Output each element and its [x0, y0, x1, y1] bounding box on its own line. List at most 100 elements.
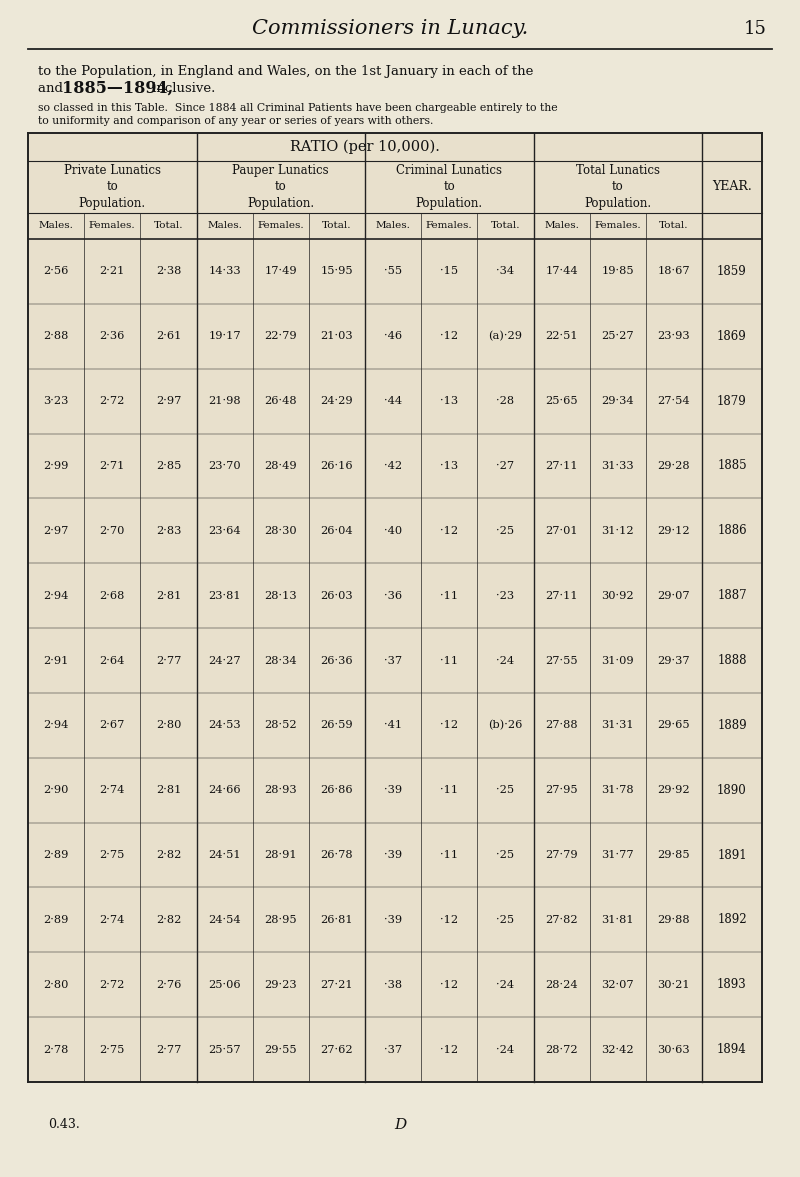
Text: 19·17: 19·17	[208, 331, 241, 341]
Text: ·12: ·12	[440, 720, 458, 731]
Text: 1887: 1887	[717, 590, 747, 603]
Text: 31·09: 31·09	[602, 656, 634, 665]
Text: 1888: 1888	[718, 654, 746, 667]
Text: inclusive.: inclusive.	[148, 81, 215, 94]
Text: 2·82: 2·82	[156, 915, 181, 925]
Text: 22·51: 22·51	[546, 331, 578, 341]
Text: (b)·26: (b)·26	[488, 720, 522, 731]
Text: 1890: 1890	[717, 784, 747, 797]
Text: ·11: ·11	[440, 785, 458, 796]
Text: ·25: ·25	[496, 850, 514, 860]
Text: ·11: ·11	[440, 591, 458, 600]
Text: ·34: ·34	[496, 266, 514, 277]
Text: 29·55: 29·55	[265, 1044, 297, 1055]
Text: 26·81: 26·81	[321, 915, 354, 925]
Text: 17·49: 17·49	[265, 266, 297, 277]
Text: ·24: ·24	[496, 979, 514, 990]
Text: 27·11: 27·11	[546, 591, 578, 600]
Text: 2·83: 2·83	[156, 526, 181, 536]
Text: ·36: ·36	[384, 591, 402, 600]
Text: 28·95: 28·95	[265, 915, 297, 925]
Text: 23·93: 23·93	[658, 331, 690, 341]
Text: 30·21: 30·21	[658, 979, 690, 990]
Text: ·37: ·37	[384, 1044, 402, 1055]
Text: 29·37: 29·37	[658, 656, 690, 665]
Text: Females.: Females.	[594, 221, 641, 231]
Text: 25·65: 25·65	[546, 397, 578, 406]
Text: Total.: Total.	[490, 221, 520, 231]
Text: 2·21: 2·21	[99, 266, 125, 277]
Text: 2·71: 2·71	[99, 461, 125, 471]
Text: 1894: 1894	[717, 1043, 747, 1056]
Text: 26·04: 26·04	[321, 526, 354, 536]
Text: 29·23: 29·23	[265, 979, 297, 990]
Text: 2·81: 2·81	[156, 785, 181, 796]
Text: 32·07: 32·07	[602, 979, 634, 990]
Text: 2·88: 2·88	[43, 331, 69, 341]
Text: 24·54: 24·54	[208, 915, 241, 925]
Text: 28·24: 28·24	[546, 979, 578, 990]
Text: 1869: 1869	[717, 330, 747, 343]
Text: 1859: 1859	[717, 265, 747, 278]
Text: 24·27: 24·27	[208, 656, 241, 665]
Text: 19·85: 19·85	[602, 266, 634, 277]
Text: 27·11: 27·11	[546, 461, 578, 471]
Text: ·38: ·38	[384, 979, 402, 990]
Text: 28·49: 28·49	[265, 461, 297, 471]
Text: 1893: 1893	[717, 978, 747, 991]
Text: ·27: ·27	[496, 461, 514, 471]
Text: 14·33: 14·33	[208, 266, 241, 277]
Text: 2·75: 2·75	[99, 1044, 125, 1055]
Text: 25·27: 25·27	[602, 331, 634, 341]
Text: 2·70: 2·70	[99, 526, 125, 536]
Text: 29·88: 29·88	[658, 915, 690, 925]
Text: 1885—1894,: 1885—1894,	[62, 80, 173, 97]
Text: ·39: ·39	[384, 850, 402, 860]
Text: 27·21: 27·21	[321, 979, 354, 990]
Text: ·15: ·15	[440, 266, 458, 277]
Text: ·12: ·12	[440, 979, 458, 990]
Text: 26·78: 26·78	[321, 850, 354, 860]
Text: 2·74: 2·74	[99, 785, 125, 796]
Text: 24·66: 24·66	[208, 785, 241, 796]
Text: Males.: Males.	[38, 221, 74, 231]
Text: ·46: ·46	[384, 331, 402, 341]
Text: 2·78: 2·78	[43, 1044, 69, 1055]
Text: 31·33: 31·33	[602, 461, 634, 471]
Text: 28·52: 28·52	[265, 720, 297, 731]
Text: 27·55: 27·55	[546, 656, 578, 665]
Text: Total Lunatics
to
Population.: Total Lunatics to Population.	[576, 164, 660, 210]
Text: (a)·29: (a)·29	[489, 331, 522, 341]
Text: 26·03: 26·03	[321, 591, 354, 600]
Text: ·24: ·24	[496, 1044, 514, 1055]
Text: ·23: ·23	[496, 591, 514, 600]
Text: 18·67: 18·67	[658, 266, 690, 277]
Text: 2·94: 2·94	[43, 591, 69, 600]
Text: 26·59: 26·59	[321, 720, 354, 731]
Text: 27·62: 27·62	[321, 1044, 354, 1055]
Text: ·44: ·44	[384, 397, 402, 406]
Text: ·11: ·11	[440, 656, 458, 665]
Text: 31·81: 31·81	[602, 915, 634, 925]
Text: ·28: ·28	[496, 397, 514, 406]
Text: 1885: 1885	[717, 459, 747, 472]
Text: YEAR.: YEAR.	[712, 180, 752, 193]
Text: Total.: Total.	[154, 221, 183, 231]
Text: ·12: ·12	[440, 331, 458, 341]
Text: 29·92: 29·92	[658, 785, 690, 796]
Text: 26·16: 26·16	[321, 461, 354, 471]
Text: 27·95: 27·95	[546, 785, 578, 796]
Text: 24·29: 24·29	[321, 397, 354, 406]
Text: ·13: ·13	[440, 461, 458, 471]
Text: 2·89: 2·89	[43, 915, 69, 925]
Text: 2·80: 2·80	[156, 720, 181, 731]
Text: ·12: ·12	[440, 1044, 458, 1055]
Text: 27·54: 27·54	[658, 397, 690, 406]
Text: to the Population, in England and Wales, on the 1st January in each of the: to the Population, in England and Wales,…	[38, 65, 534, 78]
Text: 22·79: 22·79	[265, 331, 297, 341]
Text: 23·81: 23·81	[208, 591, 241, 600]
Text: 21·03: 21·03	[321, 331, 354, 341]
Text: 2·77: 2·77	[156, 1044, 181, 1055]
Text: ·40: ·40	[384, 526, 402, 536]
Text: 29·34: 29·34	[602, 397, 634, 406]
